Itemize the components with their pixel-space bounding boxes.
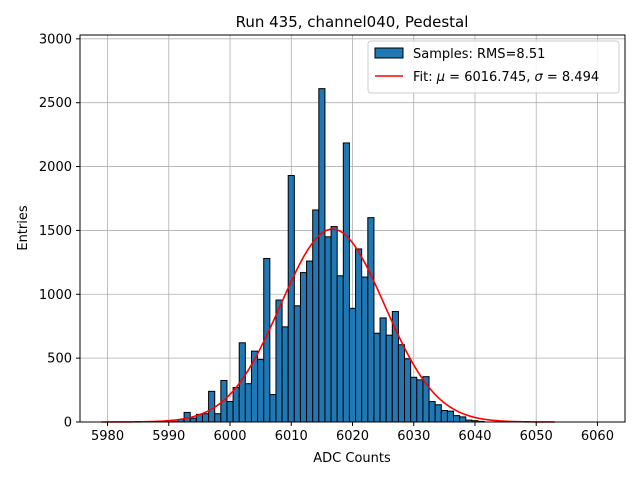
histogram-bar bbox=[379, 317, 387, 423]
histogram-bar bbox=[428, 401, 436, 423]
histogram-bar bbox=[361, 276, 369, 423]
histogram-bar bbox=[355, 248, 363, 423]
x-axis-title: ADC Counts bbox=[313, 451, 391, 466]
histogram-bar bbox=[293, 305, 301, 423]
histogram-bar bbox=[208, 390, 216, 423]
x-tick-label: 5990 bbox=[152, 429, 185, 444]
x-tick-label: 6040 bbox=[458, 429, 491, 444]
legend-label-samples: Samples: RMS=8.51 bbox=[413, 47, 545, 62]
y-tick-label: 1000 bbox=[39, 288, 72, 303]
histogram-bar bbox=[232, 387, 240, 423]
x-tick-label: 6050 bbox=[520, 429, 553, 444]
histogram-bar bbox=[299, 272, 308, 423]
y-axis-title: Entries bbox=[16, 205, 31, 251]
histogram-bar bbox=[373, 332, 381, 423]
y-axis-ticks: 0 500 1000 1500 2000 2500 3000 bbox=[39, 32, 80, 431]
legend-box bbox=[367, 40, 620, 94]
histogram-bar bbox=[410, 376, 418, 423]
histogram-bar bbox=[281, 326, 289, 423]
fit-sigma-symbol: σ bbox=[535, 70, 544, 85]
histogram-bar bbox=[306, 260, 314, 423]
legend-swatch-samples bbox=[374, 47, 404, 59]
histogram-bar bbox=[336, 275, 344, 423]
fit-sigma-text: = 8.494 bbox=[543, 70, 599, 85]
fit-curve-group bbox=[101, 228, 555, 423]
x-tick-label: 6000 bbox=[213, 429, 246, 444]
y-tick-label: 3000 bbox=[39, 32, 72, 47]
histogram-bar bbox=[257, 358, 265, 423]
histogram-bar bbox=[201, 413, 210, 423]
legend: Samples: RMS=8.51 Fit: μ = 6016.745, σ =… bbox=[367, 40, 620, 94]
histogram-bar bbox=[446, 410, 455, 423]
fit-mu-symbol: μ bbox=[436, 70, 445, 85]
histogram-bar bbox=[367, 217, 375, 423]
x-tick-label: 6020 bbox=[336, 429, 369, 444]
x-axis-ticks: 5980 5990 6000 6010 6020 6030 6040 6050 6060 bbox=[91, 422, 614, 444]
y-tick-label: 0 bbox=[64, 416, 72, 431]
histogram-bar bbox=[287, 174, 295, 423]
histogram-bar bbox=[269, 394, 277, 423]
x-tick-label: 5980 bbox=[91, 429, 124, 444]
histogram-bar bbox=[214, 413, 222, 423]
histogram-bar bbox=[226, 401, 234, 423]
y-tick-label: 2500 bbox=[39, 96, 72, 111]
histogram-bar bbox=[330, 226, 338, 423]
histogram-bar bbox=[459, 416, 467, 423]
histogram-bar bbox=[318, 88, 326, 423]
histogram-bars bbox=[171, 88, 485, 423]
chart-title: Run 435, channel040, Pedestal bbox=[236, 13, 469, 31]
histogram-bar bbox=[275, 299, 283, 423]
histogram-bar bbox=[440, 410, 448, 423]
fit-mu-text: = 6016.745, bbox=[445, 70, 534, 85]
histogram-bar bbox=[244, 383, 252, 423]
x-tick-label: 6060 bbox=[581, 429, 614, 444]
x-tick-label: 6010 bbox=[275, 429, 308, 444]
histogram-bar bbox=[324, 236, 332, 423]
histogram-bar bbox=[385, 334, 393, 423]
histogram-bar bbox=[342, 142, 350, 423]
histogram-bar bbox=[404, 358, 412, 423]
histogram-bar bbox=[348, 307, 357, 423]
fit-curve bbox=[101, 228, 555, 423]
histogram-bar bbox=[397, 344, 406, 423]
y-tick-label: 2000 bbox=[39, 160, 72, 175]
histogram-bar bbox=[416, 379, 424, 423]
histogram-bar bbox=[453, 415, 461, 423]
legend-label-fit: Fit: μ = 6016.745, σ = 8.494 bbox=[413, 70, 599, 85]
fit-label-prefix: Fit: bbox=[413, 70, 437, 85]
y-tick-label: 1500 bbox=[39, 224, 72, 239]
histogram-bar bbox=[189, 417, 197, 423]
x-tick-label: 6030 bbox=[397, 429, 430, 444]
y-tick-label: 500 bbox=[47, 352, 72, 367]
histogram-bar bbox=[434, 404, 442, 423]
